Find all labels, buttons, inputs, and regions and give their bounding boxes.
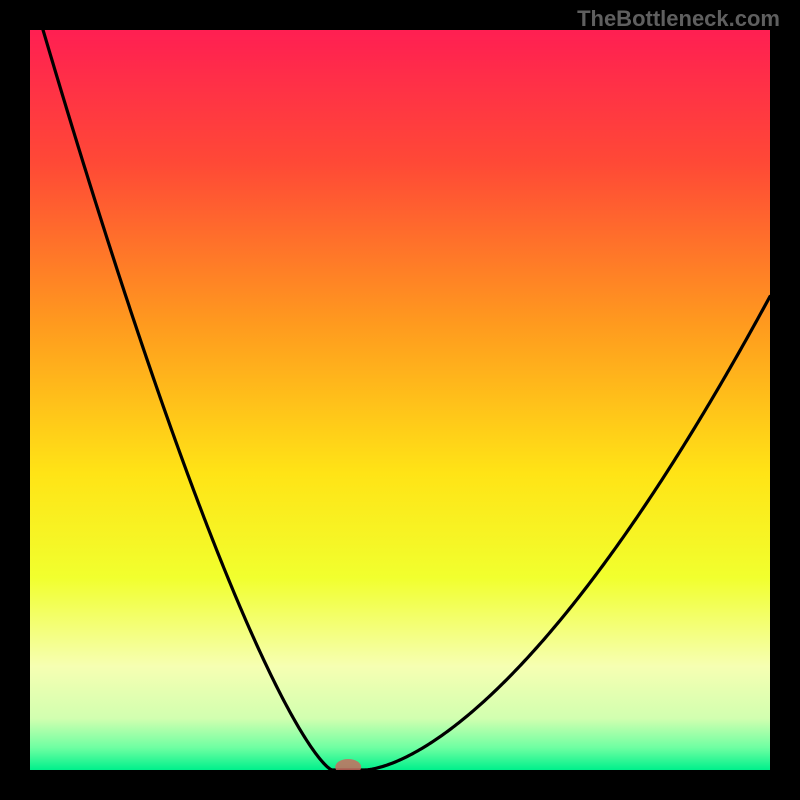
watermark-text: TheBottleneck.com bbox=[577, 6, 780, 32]
chart-frame: TheBottleneck.com bbox=[0, 0, 800, 800]
plot-background bbox=[30, 30, 770, 770]
bottleneck-curve-chart bbox=[30, 30, 770, 770]
plot-area bbox=[30, 30, 770, 770]
